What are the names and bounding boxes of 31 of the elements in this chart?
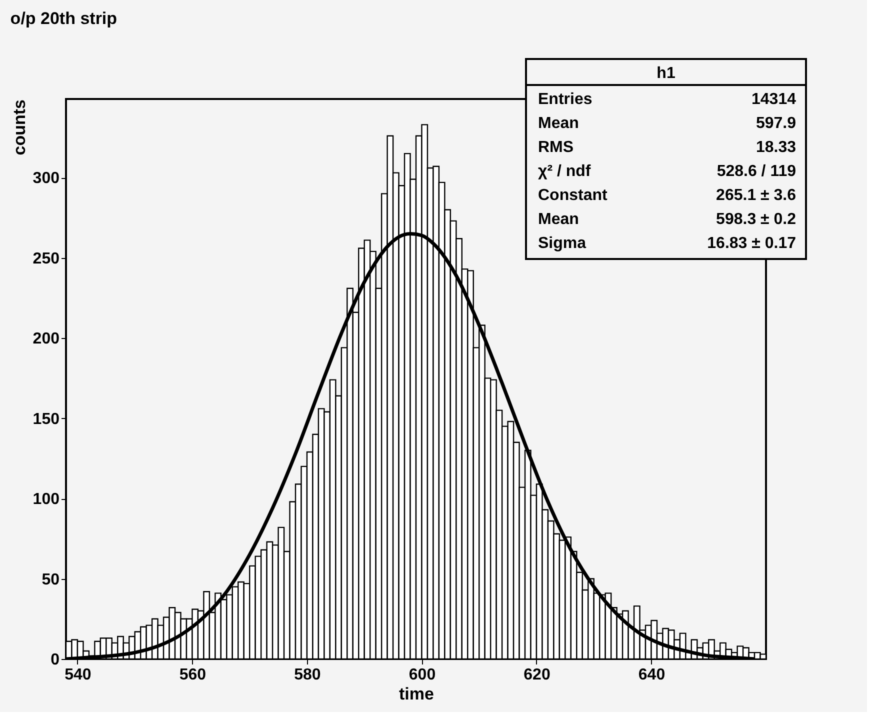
- y-tick-label: 50: [42, 571, 60, 588]
- text: h1: [656, 65, 676, 82]
- x-tick-label: 640: [638, 666, 666, 684]
- x-tick-label: 580: [294, 666, 321, 684]
- x-tick-label: 600: [408, 666, 436, 684]
- annotation: χ² / ndf: [538, 163, 592, 180]
- x-tick-label: 540: [64, 666, 92, 684]
- annotation: Entries: [538, 91, 592, 108]
- y-axis-title: counts: [10, 100, 29, 156]
- annotation: RMS: [538, 139, 574, 156]
- annotation: 528.6 / 119: [716, 163, 796, 180]
- annotation: 16.83 ± 0.17: [707, 235, 796, 252]
- annotation: 18.33: [756, 139, 796, 156]
- annotation: 14314: [752, 91, 796, 108]
- annotation: Mean: [538, 211, 579, 228]
- annotation: 265.1 ± 3.6: [716, 187, 796, 204]
- y-tick-label: 200: [32, 330, 60, 348]
- y-tick-label: 250: [32, 250, 60, 268]
- annotation: Mean: [538, 115, 579, 132]
- annotation: 598.3 ± 0.2: [716, 211, 796, 228]
- chart-title: o/p 20th strip: [10, 9, 118, 28]
- y-tick-label: 100: [32, 491, 60, 508]
- x-tick-label: 560: [179, 666, 206, 684]
- y-tick-label: 150: [32, 410, 60, 428]
- y-tick-label: 0: [50, 652, 60, 668]
- x-axis-title: time: [399, 684, 434, 704]
- annotation: Constant: [538, 187, 608, 204]
- annotation: Sigma: [538, 235, 586, 252]
- y-tick-label: 300: [32, 170, 60, 188]
- annotation: 597.9: [756, 115, 796, 132]
- x-tick-label: 620: [524, 666, 550, 684]
